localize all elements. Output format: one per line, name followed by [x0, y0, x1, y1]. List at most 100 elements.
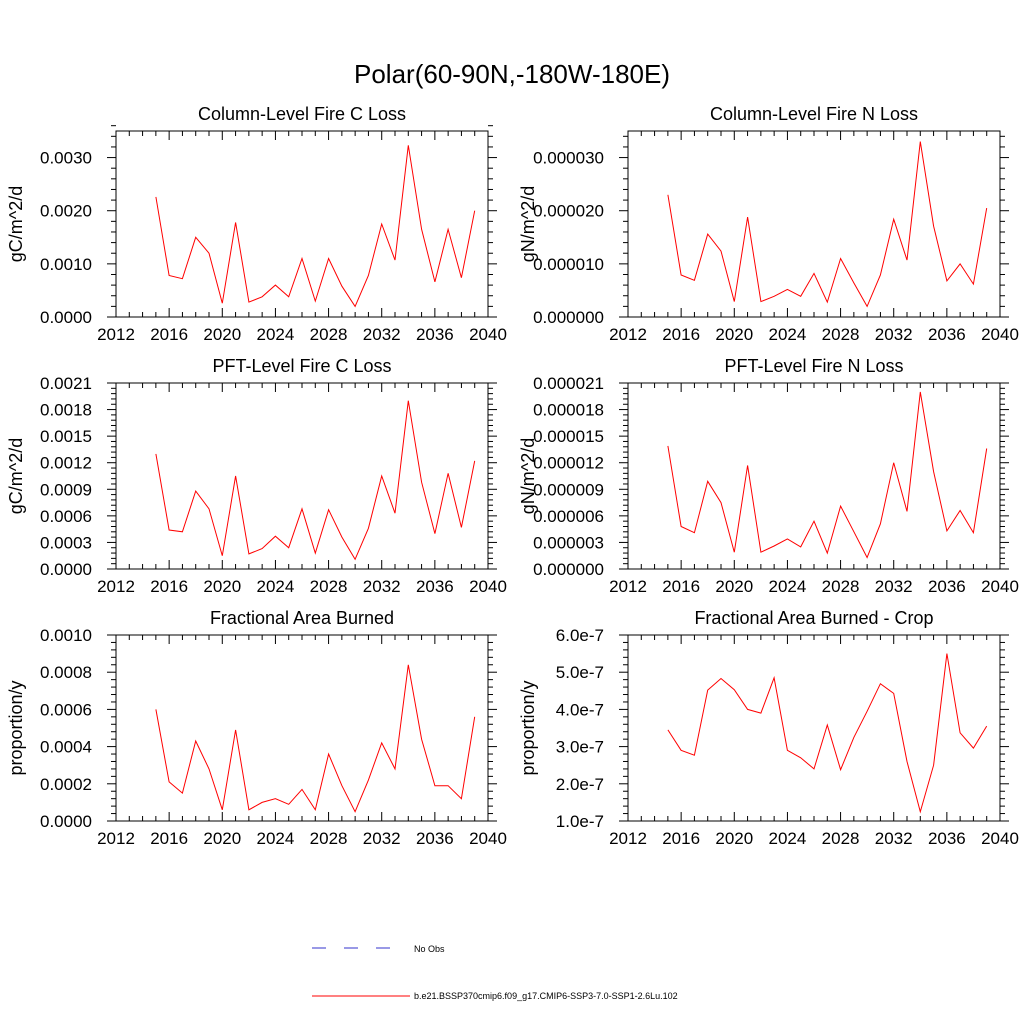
- x-tick-label: 2024: [769, 325, 807, 344]
- panel-title: PFT-Level Fire N Loss: [724, 356, 903, 376]
- y-tick-label: 2.0e-7: [556, 775, 604, 794]
- y-tick-label: 0.0000: [40, 308, 92, 327]
- y-tick-label: 0.000020: [533, 202, 604, 221]
- x-tick-label: 2028: [822, 577, 860, 596]
- x-tick-label: 2028: [822, 325, 860, 344]
- y-tick-label: 0.0021: [40, 374, 92, 393]
- y-tick-label: 1.0e-7: [556, 812, 604, 831]
- x-tick-label: 2032: [875, 829, 913, 848]
- x-tick-label: 2032: [875, 577, 913, 596]
- y-tick-label: 0.000021: [533, 374, 604, 393]
- y-tick-label: 0.000018: [533, 401, 604, 420]
- x-tick-label: 2032: [363, 577, 401, 596]
- series-line: [667, 141, 988, 308]
- y-tick-label: 0.000000: [533, 308, 604, 327]
- x-tick-label: 2016: [150, 325, 188, 344]
- chart-panels: Column-Level Fire C Loss gC/m^2/d 2012 2016…: [6, 104, 1019, 848]
- x-tick-label: 2024: [769, 577, 807, 596]
- x-tick-label: 2016: [150, 577, 188, 596]
- x-tick-label: 2016: [150, 829, 188, 848]
- x-tick-label: 2040: [469, 577, 507, 596]
- y-axis-label: proportion/y: [6, 680, 26, 775]
- x-tick-label: 2040: [981, 577, 1019, 596]
- x-tick-label: 2020: [203, 577, 241, 596]
- chart-panel: PFT-Level Fire N Loss gN/m^2/d 2012 2016 202…: [518, 356, 1019, 596]
- x-tick-label: 2036: [416, 829, 454, 848]
- x-tick-label: 2012: [97, 577, 135, 596]
- y-tick-label: 0.000010: [533, 255, 604, 274]
- x-tick-label: 2012: [97, 325, 135, 344]
- figure-title: Polar(60-90N,-180W-180E): [354, 59, 670, 89]
- y-axis-label: proportion/y: [518, 680, 538, 775]
- panel-title: Fractional Area Burned: [210, 608, 394, 628]
- chart-panel: PFT-Level Fire C Loss gC/m^2/d 2012 2016 202…: [6, 356, 507, 596]
- x-tick-label: 2016: [662, 829, 700, 848]
- y-tick-label: 0.0002: [40, 775, 92, 794]
- panel-title: PFT-Level Fire C Loss: [212, 356, 391, 376]
- x-tick-label: 2036: [928, 577, 966, 596]
- x-tick-label: 2024: [257, 325, 295, 344]
- x-tick-label: 2024: [257, 577, 295, 596]
- y-tick-label: 0.0003: [40, 533, 92, 552]
- x-tick-label: 2020: [203, 325, 241, 344]
- x-tick-label: 2028: [310, 577, 348, 596]
- y-tick-label: 5.0e-7: [556, 663, 604, 682]
- y-tick-label: 0.0000: [40, 560, 92, 579]
- x-tick-label: 2036: [928, 829, 966, 848]
- x-tick-label: 2028: [822, 829, 860, 848]
- legend-label-no-obs: No Obs: [414, 944, 445, 954]
- y-axis-label: gN/m^2/d: [518, 186, 538, 262]
- legend-label-series: b.e21.BSSP370cmip6.f09_g17.CMIP6-SSP3-7.…: [414, 991, 678, 1001]
- y-tick-label: 0.000015: [533, 427, 604, 446]
- x-tick-label: 2040: [981, 325, 1019, 344]
- x-tick-label: 2024: [257, 829, 295, 848]
- y-tick-label: 0.000006: [533, 507, 604, 526]
- y-tick-label: 0.0020: [40, 202, 92, 221]
- x-tick-label: 2020: [715, 829, 753, 848]
- chart-panel: Fractional Area Burned proportion/y 2012 20…: [6, 608, 507, 848]
- x-tick-label: 2012: [609, 829, 647, 848]
- x-tick-label: 2016: [662, 325, 700, 344]
- x-tick-label: 2028: [310, 829, 348, 848]
- y-axis-label: gC/m^2/d: [6, 438, 26, 514]
- y-tick-label: 0.0008: [40, 663, 92, 682]
- y-tick-label: 0.0012: [40, 454, 92, 473]
- y-tick-label: 0.0004: [40, 738, 92, 757]
- y-tick-label: 0.0009: [40, 480, 92, 499]
- x-tick-label: 2036: [928, 325, 966, 344]
- y-tick-label: 0.0000: [40, 812, 92, 831]
- panel-title: Fractional Area Burned - Crop: [694, 608, 933, 628]
- chart-panel: Column-Level Fire C Loss gC/m^2/d 2012 2016…: [6, 104, 507, 344]
- legend: No Obs b.e21.BSSP370cmip6.f09_g17.CMIP6-…: [312, 944, 678, 1001]
- y-axis-label: gN/m^2/d: [518, 438, 538, 514]
- x-tick-label: 2012: [609, 577, 647, 596]
- series-line: [155, 145, 476, 308]
- y-tick-label: 4.0e-7: [556, 700, 604, 719]
- chart-panel: Column-Level Fire N Loss gN/m^2/d 2012 2016…: [518, 104, 1019, 344]
- y-tick-label: 6.0e-7: [556, 626, 604, 645]
- y-tick-label: 3.0e-7: [556, 738, 604, 757]
- x-tick-label: 2012: [609, 325, 647, 344]
- y-tick-label: 0.0010: [40, 255, 92, 274]
- x-tick-label: 2028: [310, 325, 348, 344]
- x-tick-label: 2040: [469, 829, 507, 848]
- x-tick-label: 2012: [97, 829, 135, 848]
- x-tick-label: 2032: [363, 829, 401, 848]
- y-tick-label: 0.000003: [533, 533, 604, 552]
- y-tick-label: 0.0015: [40, 427, 92, 446]
- x-tick-label: 2020: [715, 577, 753, 596]
- panel-title: Column-Level Fire C Loss: [198, 104, 406, 124]
- x-tick-label: 2020: [715, 325, 753, 344]
- panel-title: Column-Level Fire N Loss: [710, 104, 918, 124]
- x-tick-label: 2032: [363, 325, 401, 344]
- x-tick-label: 2036: [416, 577, 454, 596]
- series-line: [667, 391, 988, 559]
- x-tick-label: 2020: [203, 829, 241, 848]
- y-tick-label: 0.000012: [533, 454, 604, 473]
- x-tick-label: 2036: [416, 325, 454, 344]
- y-tick-label: 0.0006: [40, 700, 92, 719]
- y-tick-label: 0.000000: [533, 560, 604, 579]
- chart-panel: Fractional Area Burned - Crop proportion/…: [518, 608, 1019, 848]
